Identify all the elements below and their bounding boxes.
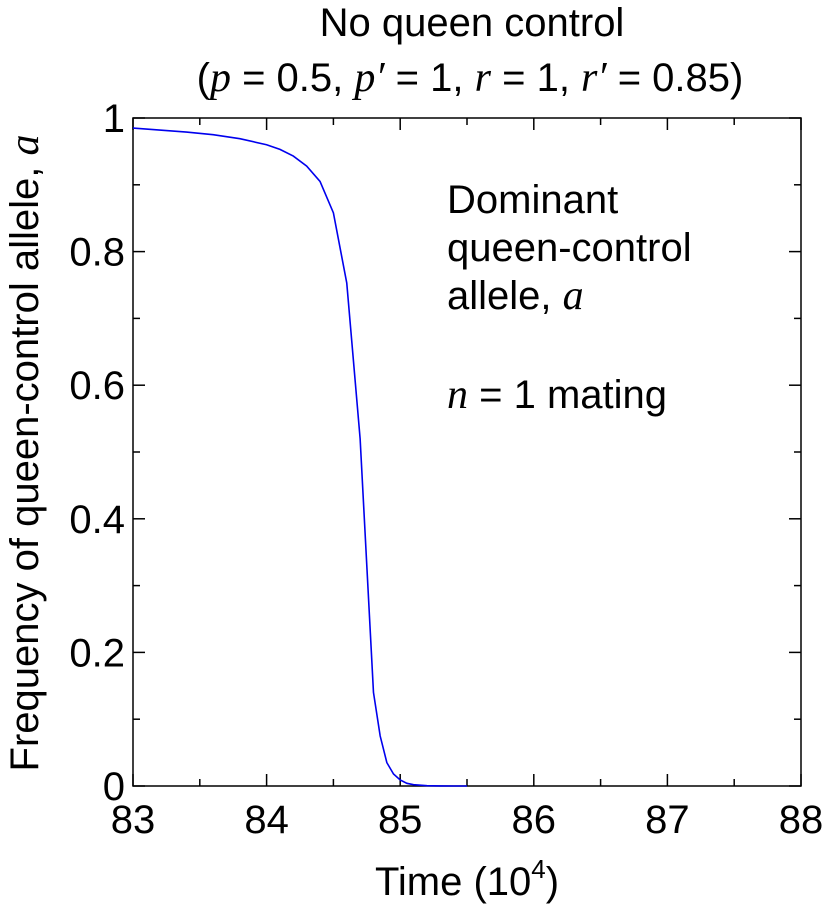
- x-axis-label: Time (104): [375, 854, 559, 904]
- annotation-mating-symbol: n: [447, 372, 468, 418]
- y-tick-labels: 0 0.2 0.4 0.6 0.8 1: [69, 97, 125, 809]
- x-axis-label-exponent: 4: [531, 854, 545, 884]
- y-tick-label: 0.6: [69, 364, 125, 408]
- y-tick-label: 1: [103, 97, 125, 141]
- x-axis-label-text: Time (10: [375, 860, 531, 904]
- x-axis-label-close: ): [546, 860, 559, 904]
- annotation-line-3-text: allele,: [447, 274, 563, 318]
- subtitle-p-value: = 0.5,: [231, 56, 354, 100]
- y-axis-label-symbol: a: [2, 135, 48, 156]
- x-tick-label: 88: [779, 798, 824, 842]
- annotation-mating-text: = 1 mating: [468, 373, 667, 417]
- y-tick-label: 0.4: [69, 498, 125, 542]
- annotation-line-3: allele, a: [447, 273, 584, 319]
- annotation-mating: n = 1 mating: [447, 372, 667, 418]
- subtitle-p-prime-symbol: p′: [351, 55, 385, 101]
- chart-title: No queen control: [320, 1, 625, 45]
- x-tick-label: 84: [244, 798, 289, 842]
- subtitle-p-prime-value: = 1,: [385, 56, 475, 100]
- subtitle-r-prime-value: = 0.85): [607, 56, 744, 100]
- annotation-line-3-symbol: a: [563, 273, 584, 319]
- chart-subtitle: (p = 0.5, p′ = 1, r = 1, r′ = 0.85): [197, 55, 744, 101]
- axis-ticks: [132, 117, 802, 787]
- x-tick-label: 85: [378, 798, 423, 842]
- subtitle-p-symbol: p: [207, 55, 231, 101]
- annotation-line-1: Dominant: [447, 178, 618, 222]
- subtitle-r-prime-symbol: r′: [581, 55, 607, 101]
- y-axis-label: Frequency of queen-control allele, a: [2, 135, 48, 772]
- y-tick-label: 0.2: [69, 631, 125, 675]
- y-tick-label: 0.8: [69, 231, 125, 275]
- x-tick-label: 86: [512, 798, 557, 842]
- subtitle-r-value: = 1,: [491, 56, 581, 100]
- subtitle-open: (: [197, 56, 211, 100]
- series-line: [132, 127, 467, 787]
- x-tick-label: 87: [645, 798, 690, 842]
- x-tick-label: 83: [111, 798, 156, 842]
- y-axis-label-text: Frequency of queen-control allele,: [3, 156, 47, 772]
- annotation-line-2: queen-control: [447, 226, 692, 270]
- x-tick-labels: 83 84 85 86 87 88: [111, 798, 824, 842]
- y-tick-label: 0: [103, 765, 125, 809]
- subtitle-r-symbol: r: [475, 55, 492, 101]
